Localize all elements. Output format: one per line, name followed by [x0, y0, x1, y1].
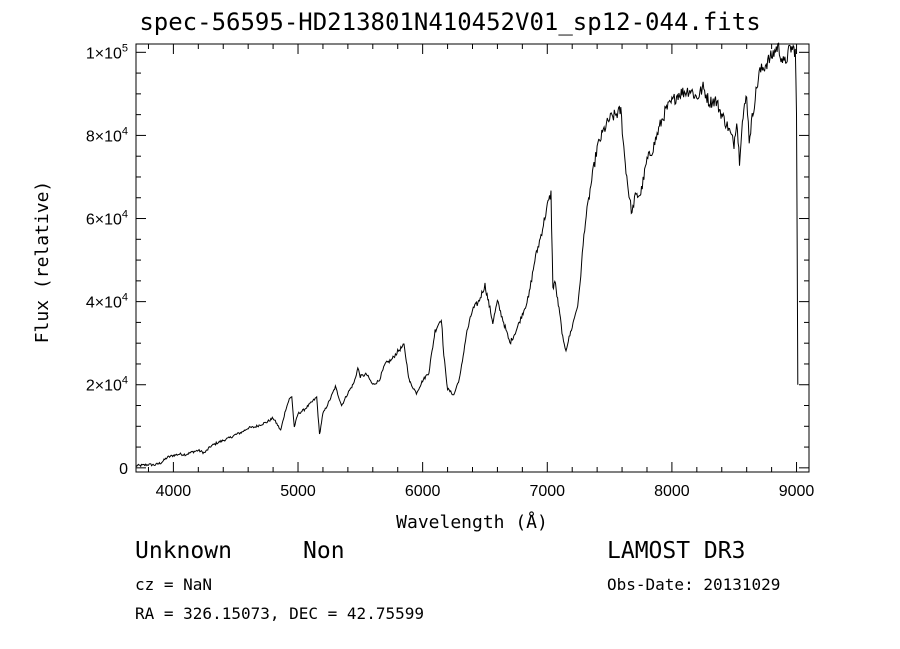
- survey-name: LAMOST DR3: [607, 538, 746, 564]
- x-tick-label: 8000: [654, 483, 690, 500]
- x-tick-label: 4000: [156, 483, 192, 500]
- spectrum-series-line: [135, 42, 799, 468]
- x-tick-label: 6000: [405, 483, 441, 500]
- obs-date: Obs-Date: 20131029: [607, 575, 781, 594]
- x-axis-label: Wavelength (Å): [396, 511, 548, 533]
- y-tick-label: 8×104: [86, 125, 128, 145]
- ra-dec-coordinates: RA = 326.15073, DEC = 42.75599: [135, 604, 424, 623]
- y-tick-label: 6×104: [86, 209, 128, 229]
- y-tick-label: 0: [119, 461, 128, 478]
- x-tick-label: 7000: [529, 483, 565, 500]
- x-tick-label: 5000: [280, 483, 316, 500]
- chart-title: spec-56595-HD213801N410452V01_sp12-044.f…: [139, 8, 761, 36]
- y-tick-label: 1×105: [86, 42, 128, 62]
- plot-frame: [135, 43, 810, 473]
- object-class: Unknown: [135, 538, 232, 564]
- y-tick-label: 4×104: [86, 292, 128, 312]
- object-subclass: Non: [303, 538, 345, 564]
- y-axis-label: Flux (relative): [32, 181, 53, 344]
- redshift-cz: cz = NaN: [135, 575, 213, 594]
- x-tick-label: 9000: [779, 483, 815, 500]
- y-tick-label: 2×104: [86, 375, 128, 395]
